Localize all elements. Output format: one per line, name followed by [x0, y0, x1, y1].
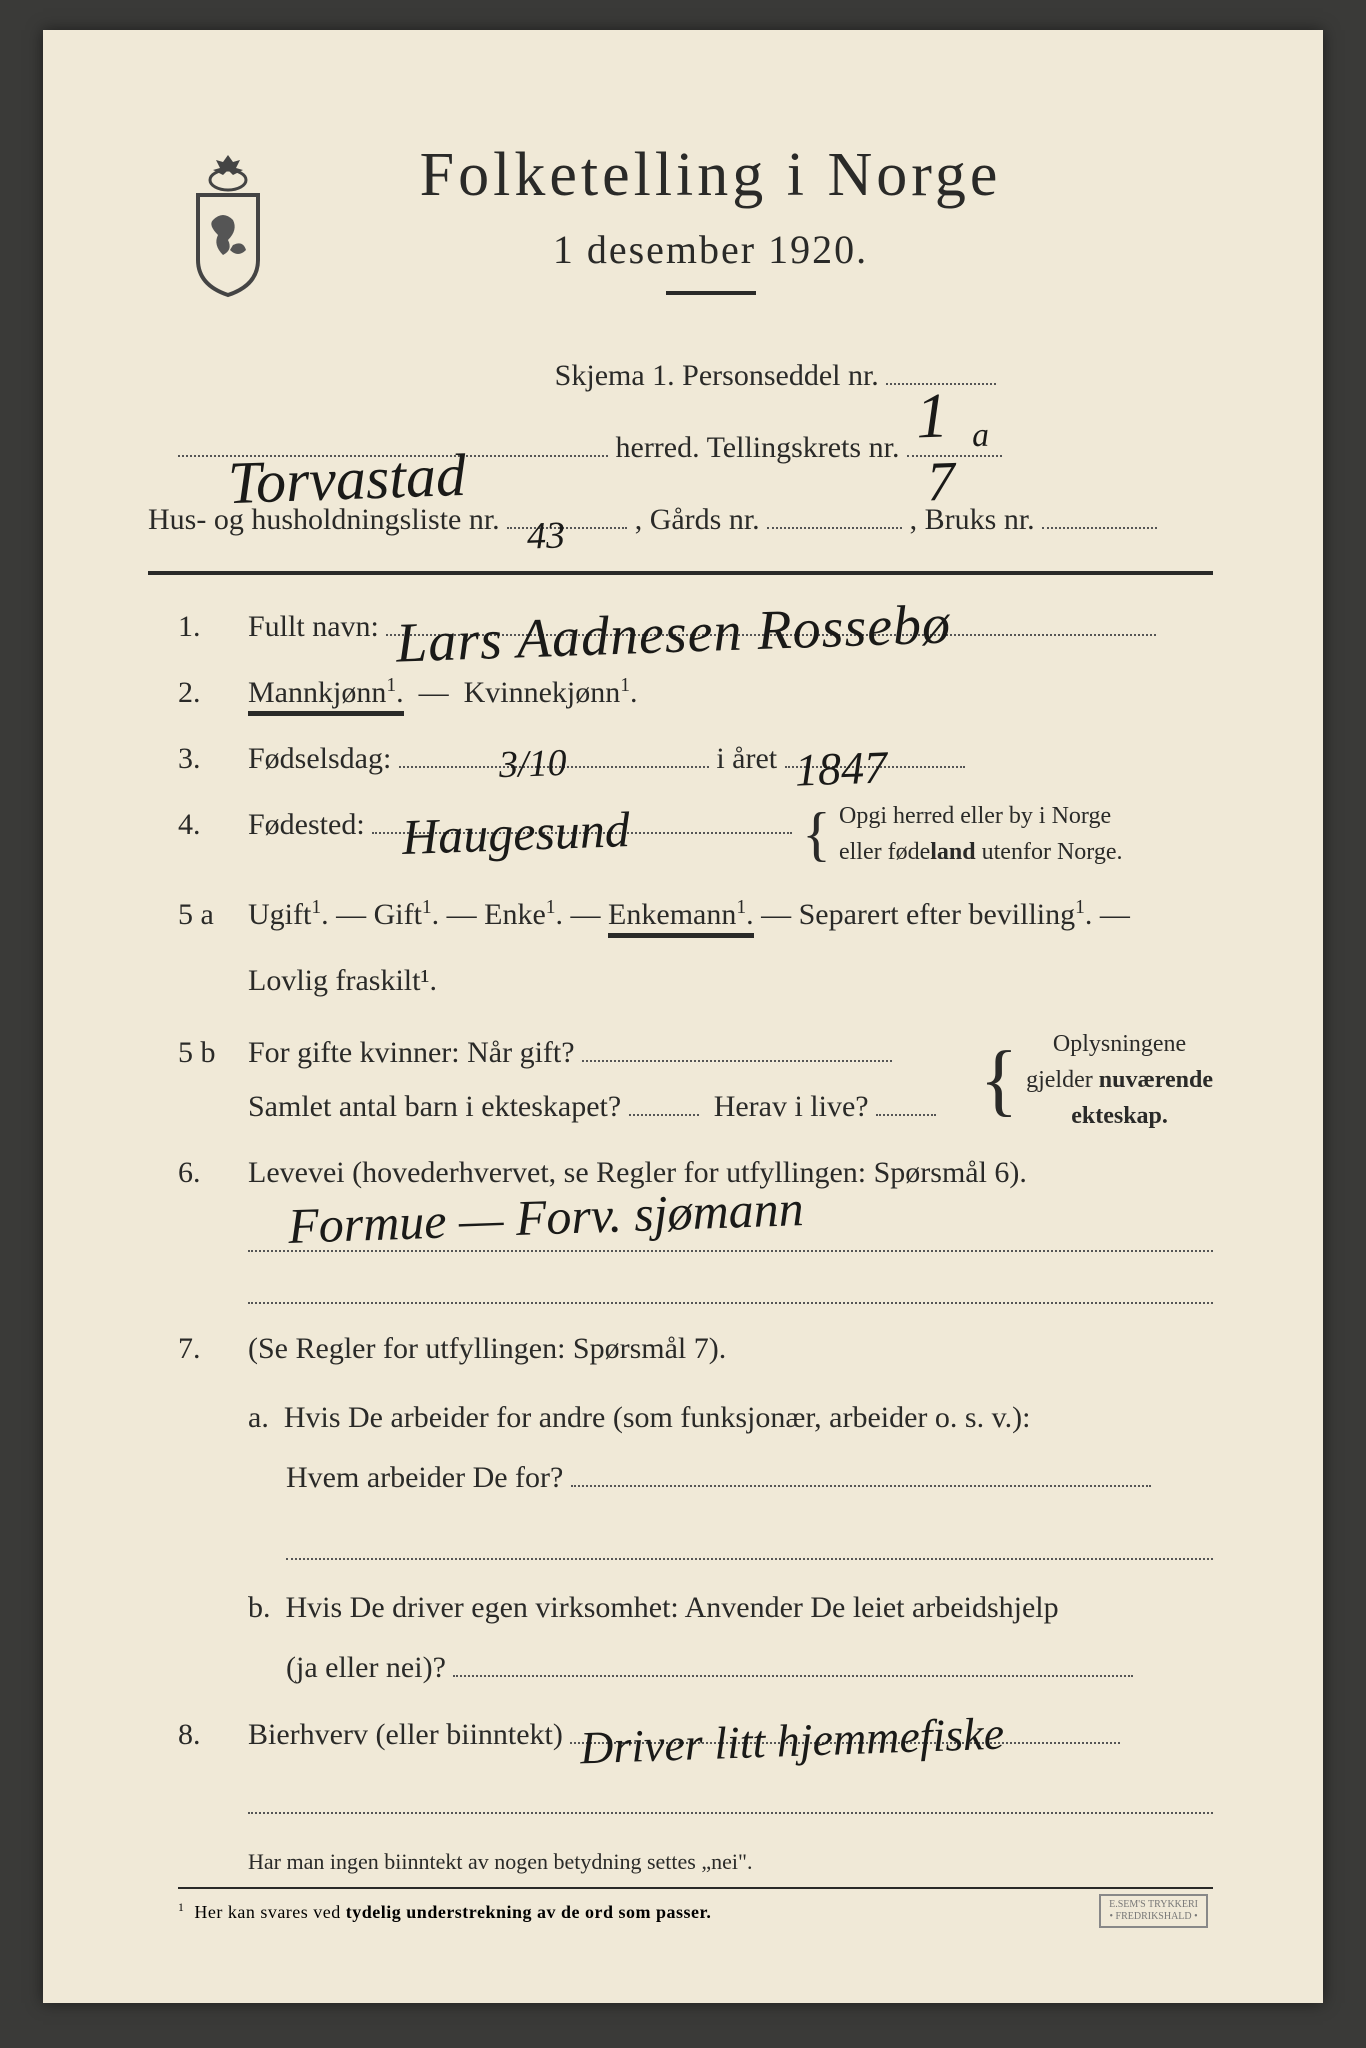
q7: 7. (Se Regler for utfyllingen: Spørsmål …	[178, 1322, 1213, 1376]
q8: 8. Bierhverv (eller biinntekt) Driver li…	[178, 1708, 1213, 1814]
q2: 2. Mannkjønn1. — Kvinnekjønn1.	[178, 666, 1213, 720]
hw-hushold-nr: 43	[526, 490, 567, 582]
q3: 3. Fødselsdag: 3/10 i året 1847	[178, 732, 1213, 786]
printer-stamp: E.SEM'S TRYKKERI • FREDRIKSHALD •	[1099, 1894, 1208, 1928]
enkemann-underlined: Enkemann1.	[608, 898, 754, 938]
hw-fodested: Haugesund	[401, 784, 632, 882]
q7b: b. Hvis De driver egen virksomhet: Anven…	[248, 1578, 1213, 1698]
schema-line: Skjema 1. Personseddel nr. 1	[178, 340, 1213, 412]
q4-note: { Opgi herred eller by i Norge eller fød…	[802, 798, 1122, 870]
q1: 1. Fullt navn: Lars Aadnesen Rossebø	[178, 600, 1213, 654]
coat-of-arms-icon	[178, 150, 278, 300]
title-block: Folketelling i Norge 1 desember 1920.	[308, 140, 1213, 330]
hw-bierhverv: Driver litt hjemmefiske	[579, 1693, 1006, 1791]
header: Folketelling i Norge 1 desember 1920.	[178, 140, 1213, 330]
herred-line: Torvastad herred. Tellingskrets nr. 7 a	[178, 412, 1213, 484]
footnote-block: Har man ingen biinntekt av nogen betydni…	[178, 1834, 1213, 1875]
footer-rule	[178, 1887, 1213, 1889]
hw-tellingskrets-sup: a	[971, 395, 991, 477]
q4: 4. Fødested: Haugesund { Opgi herred ell…	[178, 798, 1213, 870]
subtitle: 1 desember 1920.	[308, 226, 1113, 273]
mannkjonn-underlined: Mannkjønn1.	[248, 676, 404, 716]
hw-levevei: Formue — Forv. sjømann	[287, 1163, 806, 1271]
q5b: 5 b For gifte kvinner: Når gift? Samlet …	[178, 1026, 1213, 1134]
divider-1	[148, 571, 1213, 575]
q5b-note: { Oplysningene gjelder nuværende ekteska…	[980, 1026, 1213, 1134]
footnote-2: 1 Her kan svares ved tydelig understrekn…	[178, 1901, 1213, 1923]
main-title: Folketelling i Norge	[308, 140, 1113, 211]
q5a: 5 a Ugift1. — Gift1. — Enke1. — Enkemann…	[178, 882, 1213, 1014]
census-form-page: Folketelling i Norge 1 desember 1920. Sk…	[43, 30, 1323, 2003]
title-divider	[666, 291, 756, 295]
hushold-line: Hus- og husholdningsliste nr. 43 , Gårds…	[148, 484, 1213, 556]
q7a: a. Hvis De arbeider for andre (som funks…	[248, 1388, 1213, 1560]
q6: 6. Levevei (hovederhvervet, se Regler fo…	[178, 1146, 1213, 1304]
